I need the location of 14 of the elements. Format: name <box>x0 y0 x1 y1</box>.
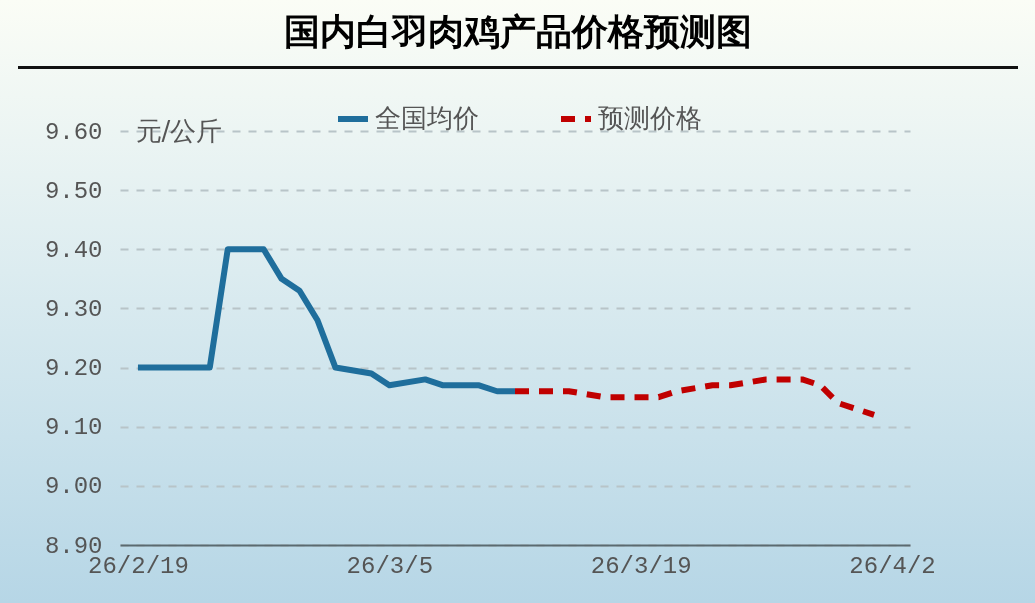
y-axis-title: 元/公斤 <box>135 115 223 146</box>
y-tick-label: 9.10 <box>44 414 103 442</box>
y-tick-label: 9.50 <box>44 177 103 205</box>
y-tick-label: 9.20 <box>44 355 103 383</box>
y-tick-label: 9.00 <box>44 473 103 501</box>
y-tick-label: 9.30 <box>44 295 103 323</box>
chart-title: 国内白羽肉鸡产品价格预测图 <box>282 9 753 54</box>
x-tick-label: 26/3/19 <box>590 552 692 580</box>
legend-label: 全国均价 <box>375 103 479 133</box>
y-tick-label: 9.60 <box>44 118 103 146</box>
y-tick-label: 9.40 <box>44 236 103 264</box>
x-tick-label: 26/4/2 <box>849 552 936 580</box>
x-tick-label: 26/3/5 <box>346 552 434 580</box>
legend-label: 预测价格 <box>598 103 702 133</box>
